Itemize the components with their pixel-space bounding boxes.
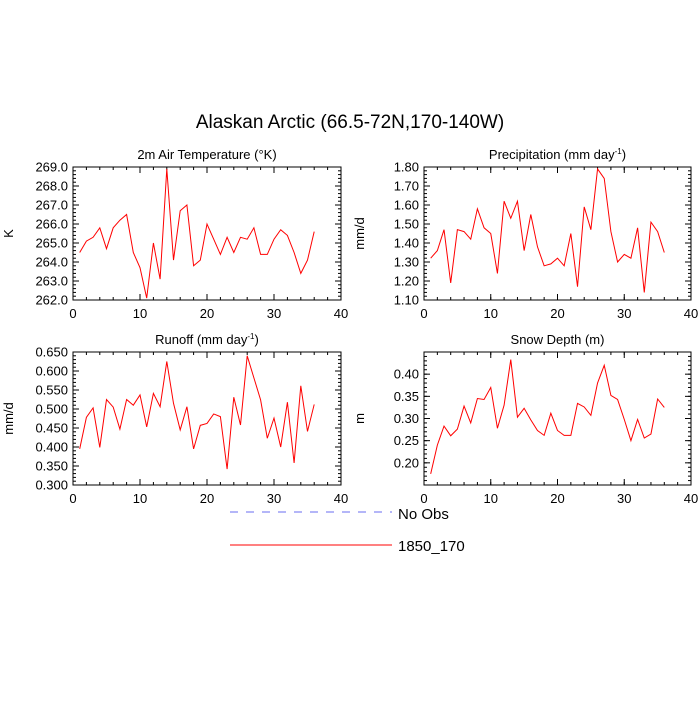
legend-label-no-obs: No Obs [398, 506, 449, 523]
panel-title-text: Snow Depth (m) [511, 332, 605, 347]
y-tick-label: 0.40 [394, 367, 419, 382]
x-tick-label: 20 [200, 491, 214, 506]
x-tick-label: 10 [484, 306, 498, 321]
y-tick-label: 1.10 [394, 293, 419, 308]
y-axis-label: K [1, 229, 16, 238]
x-tick-label: 30 [267, 306, 281, 321]
plot-frame [72, 166, 342, 301]
panel-title-text: Runoff (mm day [155, 332, 248, 347]
panels: 2m Air Temperature (°K) K 262.0 263.0 264.0 2… [1, 147, 698, 506]
panel-title-sup: -1 [615, 147, 623, 156]
y-tick-label: 1.20 [394, 274, 419, 289]
series-line-0 [79, 168, 315, 299]
y-tick-label: 0.35 [394, 389, 419, 404]
x-tick-label: 0 [69, 491, 76, 506]
x-tick-label: 40 [334, 306, 348, 321]
y-tick-label: 266.0 [35, 217, 68, 232]
y-tick-label: 0.20 [394, 455, 419, 470]
y-tick-label: 0.650 [35, 345, 68, 360]
y-axis-label: mm/d [352, 217, 367, 250]
y-tick-label: 0.350 [35, 459, 68, 474]
y-tick-label: 269.0 [35, 160, 68, 175]
y-tick-label: 1.40 [394, 236, 419, 251]
x-tick-label: 10 [133, 491, 147, 506]
plot-frame [72, 351, 342, 486]
series-line-0 [430, 359, 665, 475]
y-tick-label: 0.300 [35, 478, 68, 493]
x-tick-label: 10 [484, 491, 498, 506]
x-tick-label: 30 [617, 306, 631, 321]
y-tick-label: 1.70 [394, 179, 419, 194]
x-tick-label: 0 [420, 491, 427, 506]
panel-title: Snow Depth (m) [511, 332, 605, 347]
chart-panel-3: Snow Depth (m) m 0.20 0.25 0.30 0.35 0.40 0 10 20… [352, 332, 698, 506]
y-tick-label: 0.30 [394, 411, 419, 426]
y-tick-label: 264.0 [35, 255, 68, 270]
chart-panel-0: 2m Air Temperature (°K) K 262.0 263.0 264.0 2… [1, 147, 348, 321]
y-tick-label: 0.600 [35, 364, 68, 379]
legend-label-1850-170: 1850_170 [398, 538, 465, 555]
panel-title: Runoff (mm day-1) [155, 332, 259, 347]
chart-panel-2: Runoff (mm day-1) mm/d 0.300 0.350 0.400 0.45… [1, 332, 348, 506]
y-tick-label: 268.0 [35, 179, 68, 194]
panel-title-end: ) [255, 332, 259, 347]
x-tick-label: 40 [684, 306, 698, 321]
y-tick-label: 0.450 [35, 421, 68, 436]
chart-panel-1: Precipitation (mm day-1) mm/d 1.10 1.20 1.30… [352, 147, 698, 321]
panel-title: 2m Air Temperature (°K) [137, 147, 276, 162]
y-tick-label: 263.0 [35, 274, 68, 289]
y-tick-label: 1.30 [394, 255, 419, 270]
y-tick-label: 0.25 [394, 433, 419, 448]
series-line-0 [79, 355, 315, 470]
plot-frame [423, 351, 692, 486]
panel-title-text: 2m Air Temperature (°K) [137, 147, 276, 162]
y-axis-label: m [352, 413, 367, 424]
y-tick-label: 262.0 [35, 293, 68, 308]
y-tick-label: 1.80 [394, 160, 419, 175]
panel-title-end: ) [622, 147, 626, 162]
plot-frame [423, 166, 692, 301]
panel-title: Precipitation (mm day-1) [489, 147, 626, 162]
y-tick-label: 0.400 [35, 440, 68, 455]
figure-title: Alaskan Arctic (66.5-72N,170-140W) [196, 112, 504, 133]
panel-title-text: Precipitation (mm day [489, 147, 615, 162]
x-tick-label: 10 [133, 306, 147, 321]
x-tick-label: 30 [617, 491, 631, 506]
y-tick-label: 267.0 [35, 198, 68, 213]
y-tick-label: 265.0 [35, 236, 68, 251]
x-tick-label: 20 [200, 306, 214, 321]
legend: No Obs 1850_170 [230, 506, 465, 555]
x-tick-label: 40 [334, 491, 348, 506]
y-tick-label: 1.50 [394, 217, 419, 232]
x-tick-label: 40 [684, 491, 698, 506]
y-tick-label: 0.500 [35, 402, 68, 417]
x-tick-label: 20 [550, 306, 564, 321]
panel-title-sup: -1 [247, 332, 255, 341]
x-tick-label: 30 [267, 491, 281, 506]
y-tick-label: 0.550 [35, 383, 68, 398]
x-tick-label: 0 [69, 306, 76, 321]
x-tick-label: 20 [550, 491, 564, 506]
x-tick-label: 0 [420, 306, 427, 321]
y-tick-label: 1.60 [394, 198, 419, 213]
series-line-0 [430, 167, 665, 293]
y-axis-label: mm/d [1, 402, 16, 435]
